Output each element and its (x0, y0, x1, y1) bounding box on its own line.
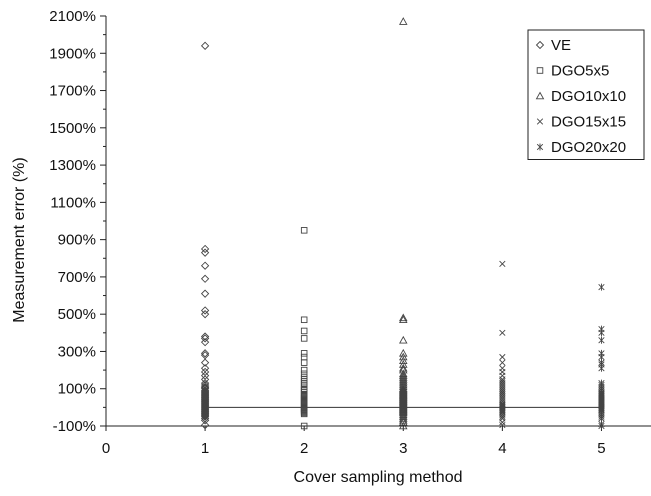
data-point-dgo5x5 (300, 359, 308, 366)
data-point-dgo20x20 (598, 283, 605, 291)
data-point-dgo15x15 (499, 353, 506, 361)
data-point-dgo15x15 (499, 359, 506, 366)
data-point-dgo5x5 (300, 410, 308, 418)
data-point-ve (200, 334, 210, 343)
data-point-dgo10x10 (399, 352, 408, 361)
data-point-dgo15x15 (499, 419, 506, 426)
data-point-dgo15x15 (536, 118, 544, 125)
x-tick-label: 4 (498, 440, 506, 457)
y-tick-label: 300% (58, 343, 96, 360)
data-point-ve (200, 420, 210, 430)
y-tick-label: 1500% (49, 120, 96, 137)
data-point-dgo5x5 (300, 376, 308, 383)
data-point-dgo20x20 (598, 422, 605, 430)
data-point-ve (200, 310, 210, 319)
y-tick-label: 900% (58, 232, 96, 249)
data-point-dgo5x5 (300, 350, 308, 357)
x-tick-label: 2 (300, 440, 308, 457)
data-point-ve (200, 411, 210, 420)
data-point-ve (200, 410, 210, 419)
data-point-ve (200, 337, 210, 347)
data-point-dgo20x20 (598, 364, 605, 372)
data-point-dgo10x10 (399, 356, 408, 365)
data-point-dgo5x5 (300, 378, 308, 385)
legend-label: VE (551, 37, 571, 54)
data-point-dgo20x20 (598, 329, 605, 337)
x-tick-label: 1 (201, 440, 209, 457)
data-point-dgo15x15 (499, 260, 506, 267)
y-axis-title: Measurement error (%) (11, 157, 28, 322)
data-point-ve (200, 416, 210, 425)
data-point-dgo5x5 (300, 227, 308, 234)
x-axis-title: Cover sampling method (294, 469, 463, 486)
data-point-dgo10x10 (399, 17, 408, 25)
data-point-dgo15x15 (499, 413, 506, 420)
data-point-dgo10x10 (399, 315, 408, 324)
data-point-dgo15x15 (499, 421, 506, 429)
x-tick-label: 5 (597, 440, 605, 457)
data-point-dgo20x20 (536, 143, 544, 151)
data-point-ve (200, 349, 210, 358)
legend-label: DGO20x20 (551, 139, 626, 156)
data-point-dgo10x10 (399, 348, 408, 357)
data-point-ve (200, 412, 210, 421)
legend-label: DGO10x10 (551, 88, 626, 105)
y-tick-label: 1300% (49, 157, 96, 174)
data-point-ve (200, 358, 210, 367)
data-point-ve (200, 289, 210, 298)
y-tick-label: 1700% (49, 83, 96, 100)
data-point-dgo10x10 (399, 414, 408, 422)
data-point-dgo10x10 (399, 335, 408, 344)
legend-box (527, 29, 645, 160)
data-point-ve (200, 332, 210, 341)
y-tick-label: 2100% (49, 8, 96, 25)
data-point-ve (200, 248, 210, 257)
data-point-dgo5x5 (300, 327, 308, 335)
legend-label: DGO15x15 (551, 114, 626, 131)
data-point-dgo5x5 (300, 316, 308, 324)
data-point-dgo5x5 (300, 422, 308, 430)
data-point-dgo10x10 (399, 417, 408, 426)
data-point-ve (200, 41, 210, 50)
data-point-dgo10x10 (399, 421, 408, 430)
axes: -100% 100% 300% 500% 700% 900% 1100% 1300% 1500%… (49, 8, 651, 457)
data-point-dgo5x5 (300, 379, 308, 387)
data-point-ve (200, 244, 210, 254)
y-tick-label: -100% (53, 418, 96, 435)
data-point-ve (200, 274, 210, 283)
legend-label: DGO5x5 (551, 63, 609, 80)
data-point-dgo10x10 (535, 91, 545, 100)
data-point-dgo5x5 (536, 67, 544, 74)
data-points (200, 17, 605, 430)
y-tick-label: 1100% (50, 194, 96, 211)
data-point-dgo5x5 (300, 366, 308, 374)
data-point-dgo5x5 (300, 370, 308, 378)
y-tick-label: 500% (58, 306, 96, 323)
data-point-dgo5x5 (300, 335, 308, 342)
x-tick-label: 3 (399, 440, 407, 457)
y-tick-label: 1900% (49, 45, 96, 62)
x-tick-label: 0 (102, 440, 110, 457)
data-point-ve (200, 261, 210, 270)
data-point-dgo15x15 (499, 329, 506, 336)
data-point-dgo15x15 (499, 408, 506, 416)
data-point-dgo10x10 (399, 313, 408, 322)
data-point-dgo5x5 (300, 353, 308, 361)
y-tick-label: 700% (58, 269, 96, 286)
data-point-dgo20x20 (598, 336, 605, 344)
data-point-ve (200, 306, 210, 315)
legend: VE DGO5x5 DGO10x10 DGO15x15 DGO20x20 (527, 29, 645, 160)
data-point-dgo15x15 (499, 407, 506, 414)
y-tick-label: 100% (58, 381, 96, 398)
data-point-dgo5x5 (300, 374, 308, 381)
data-point-ve (535, 40, 545, 50)
